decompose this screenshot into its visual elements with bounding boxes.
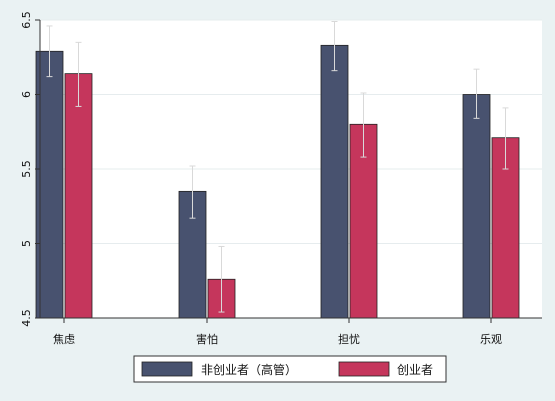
legend-swatch-series-2 [338, 361, 390, 377]
y-tick-label: 5.5 [20, 160, 33, 178]
x-axis-ticks: 焦虑 害怕 担忧 乐观 [53, 318, 502, 346]
bar-2-担忧 [349, 123, 378, 319]
legend-swatch-series-1 [141, 361, 193, 377]
error-bars [46, 20, 509, 313]
x-tick-label-担忧: 担忧 [338, 332, 360, 346]
y-tick-label: 5 [20, 240, 33, 247]
grid-lines [40, 19, 542, 244]
legend: 非创业者（高管） 创业者 [133, 355, 447, 383]
legend-label-series-1: 非创业者（高管） [201, 362, 297, 377]
y-tick-label: 6.5 [20, 11, 33, 29]
bar-1-担忧 [320, 44, 349, 319]
x-tick-label-焦虑: 焦虑 [53, 333, 75, 346]
y-tick-label: 6 [20, 91, 33, 98]
x-tick-label-害怕: 害怕 [196, 332, 218, 346]
legend-label-series-2: 创业者 [397, 363, 433, 377]
bar-2-乐观 [491, 137, 520, 319]
x-tick-label-乐观: 乐观 [480, 333, 502, 346]
bar-2-焦虑 [64, 73, 93, 319]
y-axis-ticks: 4.5 5 5.5 6 6.5 [20, 11, 40, 327]
y-tick-label: 4.5 [20, 309, 33, 327]
bar-1-乐观 [462, 94, 491, 319]
